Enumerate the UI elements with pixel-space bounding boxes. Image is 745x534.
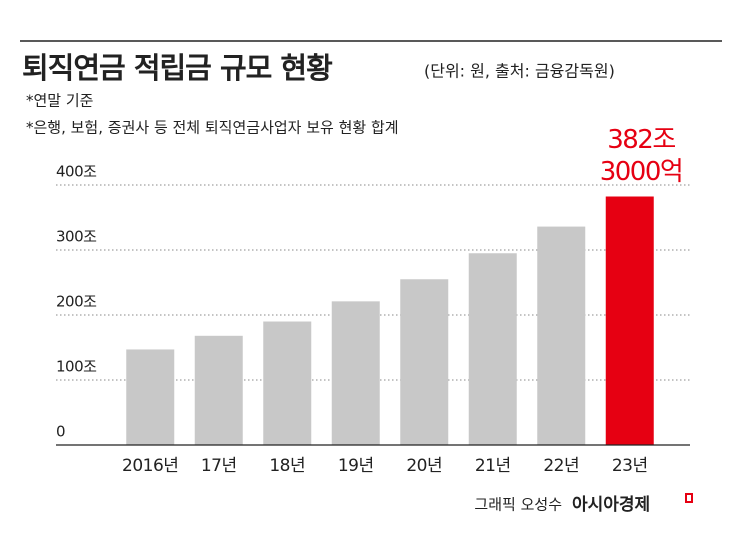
brand: 아시아경제 — [572, 495, 650, 515]
bar — [126, 349, 175, 445]
chart-subtitle: (단위: 원, 출처: 금융감독원) — [424, 62, 615, 81]
chart-title: 퇴직연금 적립금 규모 현황 — [22, 51, 333, 85]
bar — [331, 301, 380, 445]
x-tick-label: 21년 — [475, 456, 511, 476]
y-tick-label: 400조 — [56, 163, 97, 181]
x-tick-label: 18년 — [269, 456, 305, 476]
x-tick-label: 22년 — [543, 456, 579, 476]
x-tick-label: 20년 — [406, 456, 442, 476]
y-tick-label: 200조 — [56, 293, 97, 311]
x-tick-label: 23년 — [612, 456, 648, 476]
y-tick-label: 100조 — [56, 358, 97, 376]
bar — [537, 226, 586, 445]
note: *은행, 보험, 증권사 등 전체 퇴직연금사업자 보유 현황 합계 — [26, 119, 399, 137]
x-tick-label: 17년 — [201, 456, 237, 476]
credit: 그래픽 오성수 — [474, 496, 562, 514]
y-tick-label: 300조 — [56, 228, 97, 246]
x-tick-label: 19년 — [338, 456, 374, 476]
value-label: 382조 3000억 — [599, 125, 684, 187]
y-tick-label: 0 — [56, 423, 65, 441]
note: *연말 기준 — [26, 92, 94, 110]
bar — [468, 253, 517, 445]
bar — [194, 335, 243, 445]
brand-icon — [685, 493, 693, 503]
bar — [400, 279, 449, 445]
x-tick-label: 2016년 — [122, 456, 178, 476]
bar — [263, 321, 312, 445]
bar — [605, 196, 654, 445]
